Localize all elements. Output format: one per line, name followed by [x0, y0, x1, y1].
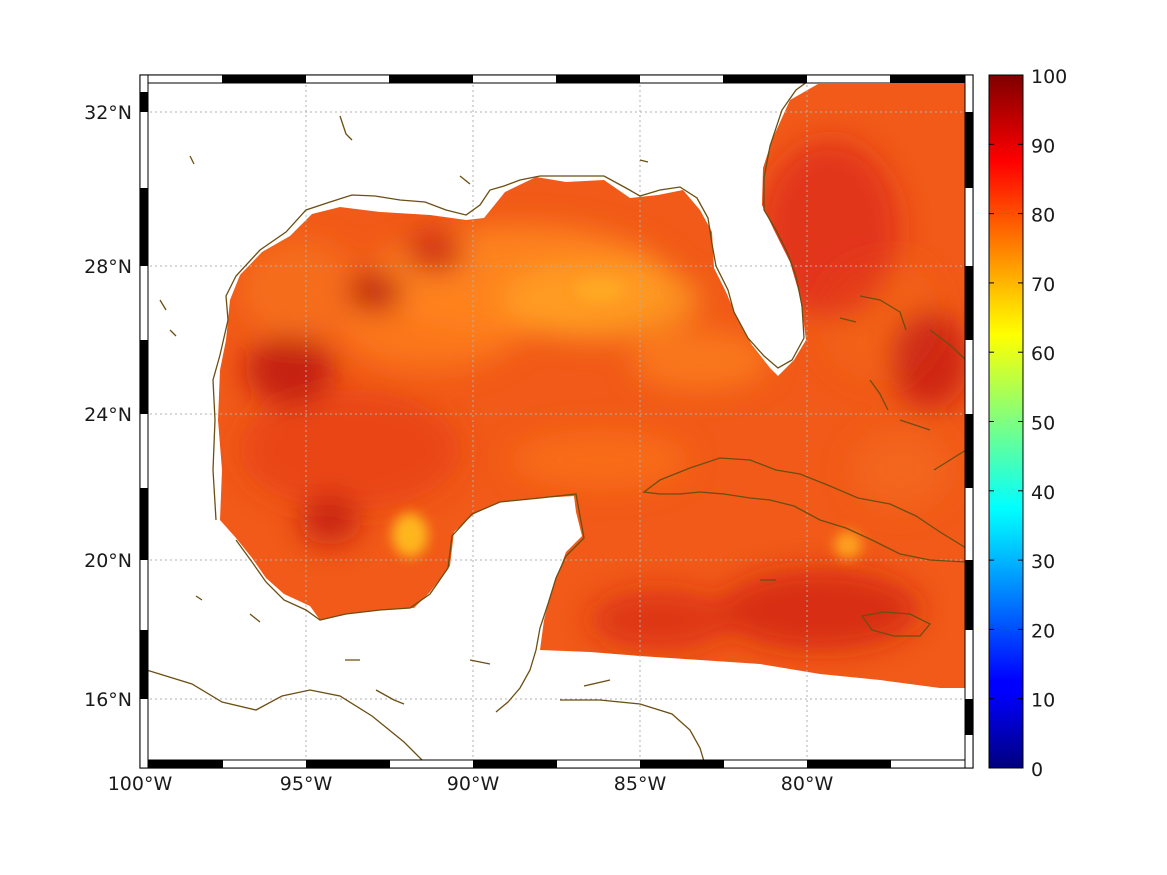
grid-lines: [140, 75, 973, 768]
x-axis-labels: 100°W 95°W 90°W 85°W 80°W: [108, 773, 834, 795]
y-tick-label: 32°N: [84, 102, 132, 124]
colorbar-tick-label: 40: [1031, 482, 1055, 504]
colorbar-ticks: 0 10 20 30 40 50 60 70 80 90 100: [989, 66, 1067, 781]
central-america-coast: [140, 667, 431, 768]
y-tick-label: 20°N: [84, 550, 132, 572]
colorbar-tick-label: 50: [1031, 413, 1055, 435]
y-tick-label: 28°N: [84, 256, 132, 278]
y-axis-labels: 32°N 28°N 24°N 20°N 16°N: [84, 102, 132, 711]
colorbar-tick-label: 10: [1031, 690, 1055, 712]
x-tick-label: 95°W: [280, 773, 333, 795]
colorbar-tick-label: 90: [1031, 135, 1055, 157]
colorbar-tick-label: 100: [1031, 66, 1067, 88]
colorbar-tick-label: 60: [1031, 343, 1055, 365]
colorbar: 0 10 20 30 40 50 60 70 80 90 100: [988, 66, 1067, 781]
jamaica: [860, 611, 932, 637]
colorbar-tick-label: 80: [1031, 205, 1055, 227]
map-frame: [139, 74, 974, 769]
colorbar-tick-label: 70: [1031, 274, 1055, 296]
x-tick-label: 100°W: [108, 773, 173, 795]
gulf-coast-north: [212, 75, 816, 521]
y-tick-label: 16°N: [84, 689, 132, 711]
gulf-coast-south: [235, 493, 585, 713]
x-tick-label: 80°W: [781, 773, 834, 795]
colorbar-tick-label: 20: [1031, 620, 1055, 642]
coastlines: [140, 75, 967, 768]
colorbar-tick-label: 30: [1031, 551, 1055, 573]
honduras-coast: [560, 699, 707, 768]
x-tick-label: 85°W: [614, 773, 667, 795]
x-tick-label: 90°W: [447, 773, 500, 795]
colorbar-tick-label: 0: [1031, 759, 1043, 781]
colorbar-gradient: [988, 74, 1024, 769]
bahamas: [839, 295, 967, 471]
y-tick-label: 24°N: [84, 404, 132, 426]
islands-small: [159, 115, 776, 705]
